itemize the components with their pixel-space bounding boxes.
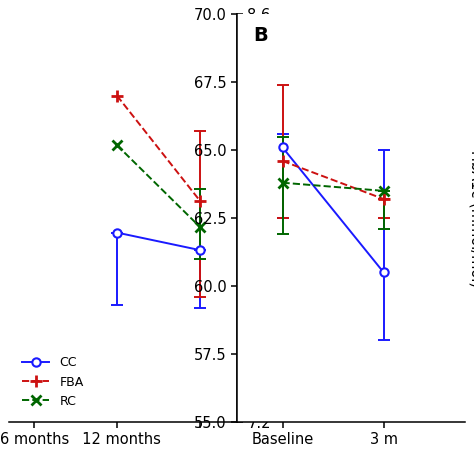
- Text: B: B: [253, 27, 268, 46]
- Y-axis label: HbA1c (%): HbA1c (%): [275, 180, 291, 256]
- Y-axis label: HbA1c (mmol/mol): HbA1c (mmol/mol): [469, 149, 474, 287]
- Legend: CC, FBA, RC: CC, FBA, RC: [18, 353, 87, 411]
